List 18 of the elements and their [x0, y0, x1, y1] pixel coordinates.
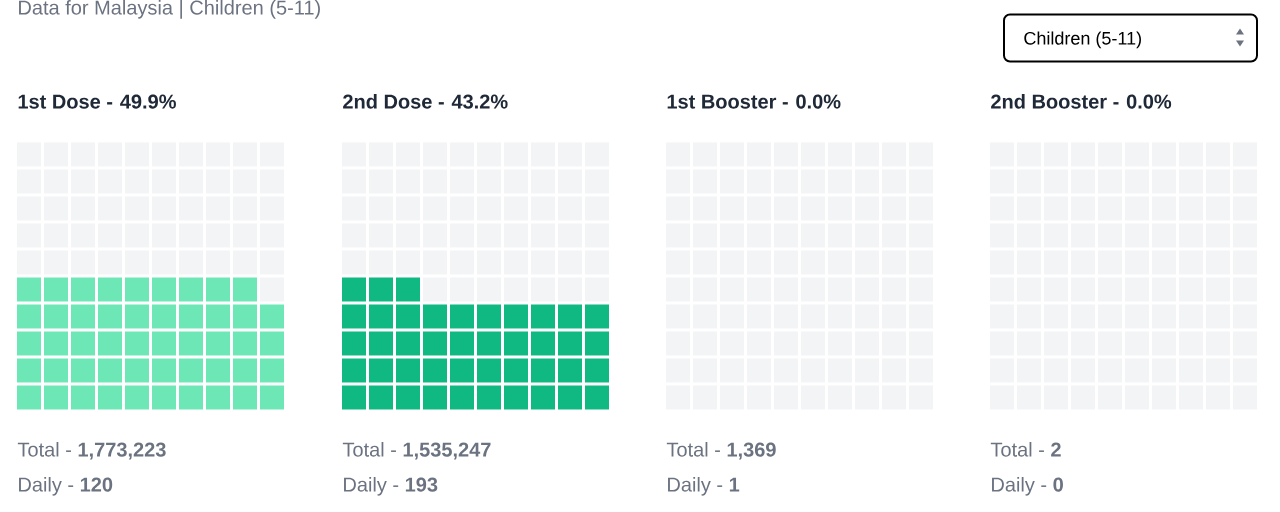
- data-label: 0.0%: [1126, 94, 1172, 109]
- text: 1st Booster -: [667, 94, 788, 109]
- text: Daily - 193: [344, 476, 438, 496]
- text: Daily - 120: [19, 476, 113, 496]
- text: Total - 1,369: [666, 441, 776, 460]
- text: Daily - 1: [668, 476, 740, 496]
- text: Total - 2: [990, 441, 1061, 457]
- text: 1st Dose -: [18, 94, 113, 109]
- text: Daily - 0: [992, 476, 1063, 496]
- data-label: 49.9%: [120, 94, 176, 109]
- text: Data for Malaysia | Children (5-11): [19, 0, 320, 19]
- data-label: 43.2%: [451, 94, 508, 109]
- data-label: 0.0%: [796, 94, 841, 109]
- text: Total - 1,773,223: [17, 441, 166, 460]
- legend-title: Children (5-11): [1024, 31, 1141, 48]
- text: 2nd Dose -: [343, 93, 444, 109]
- text: 2nd Booster -: [991, 93, 1119, 109]
- text: Total - 1,535,247: [342, 441, 491, 460]
